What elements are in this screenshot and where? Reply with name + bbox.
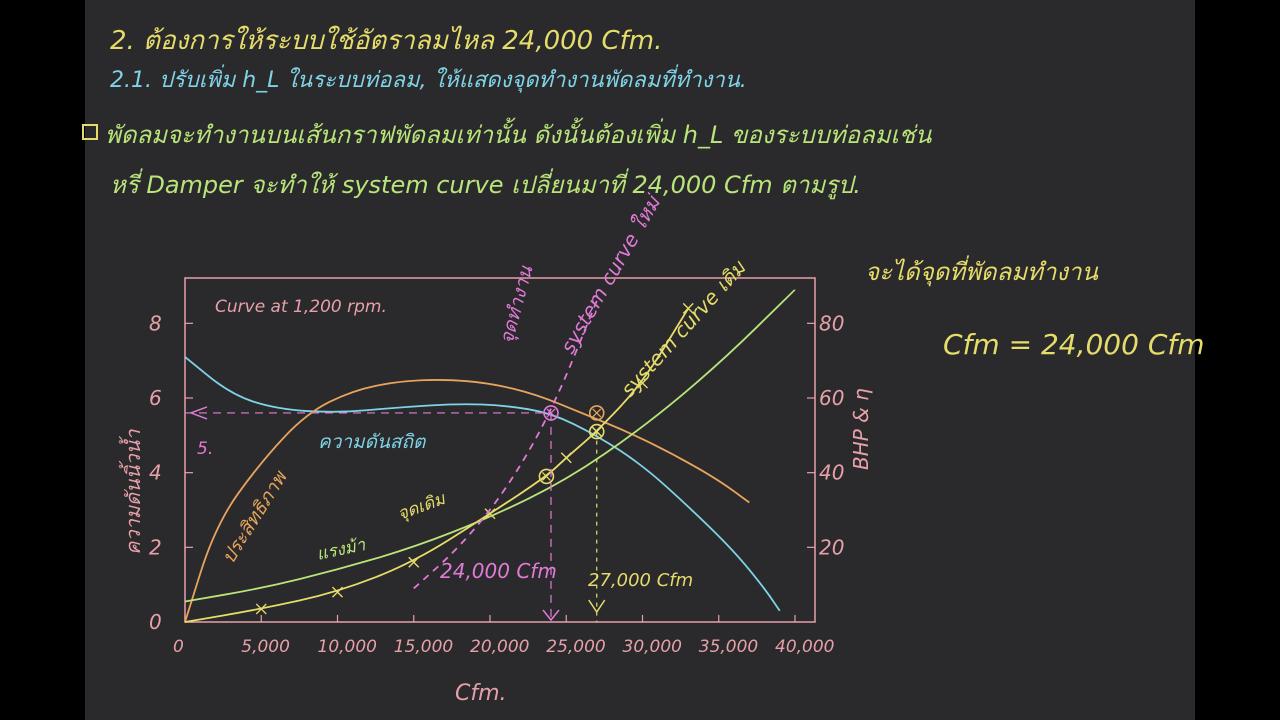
x-tick-label: 10,000 (318, 637, 377, 657)
x-tick-label: 20,000 (470, 637, 529, 657)
series-line-5 (413, 300, 598, 590)
x-tick-label: 0 (173, 637, 184, 657)
x-tick-label: 35,000 (699, 637, 758, 657)
y-right-tick-label: 60 (819, 386, 844, 410)
annotation-27000: 27,000 Cfm (588, 570, 693, 591)
system-curve-marker (484, 508, 496, 520)
annotation-old-system: system curve เดิม (616, 255, 752, 402)
annotation-static-pressure: ความดันสถิต (318, 431, 427, 453)
x-tick-label: 15,000 (394, 637, 453, 657)
note-line-4: หรี่ Damper จะทำให้ system curve เปลี่ยน… (110, 171, 861, 199)
blackboard (85, 0, 1195, 720)
annotation-bhp: แรงม้า (315, 535, 368, 565)
pressure-arrow-icon (188, 406, 208, 420)
cfm-equation: Cfm = 24,000 Cfm (943, 328, 1205, 361)
series-line-1 (184, 356, 781, 612)
y-right-tick-label: 40 (819, 461, 844, 485)
annotation-operating-point: จุดทำงาน (496, 263, 538, 347)
checkbox-icon (82, 124, 98, 140)
system-curve-marker (682, 302, 694, 314)
chart-title: Curve at 1,200 rpm. (215, 297, 387, 317)
system-curve-marker (560, 452, 572, 464)
y-left-tick-label: 4 (149, 461, 162, 485)
y-left-tick-label: 6 (149, 386, 162, 410)
note-line-3: พัดลมจะทำงานบนเส้นกราฟพัดลมเท่านั้น ดังน… (105, 121, 932, 149)
y-left-axis-label: ความดันนิ้วน้ำ (118, 429, 145, 555)
system-curve-marker (332, 586, 343, 598)
old-curve-24000 (538, 468, 555, 485)
old-flow-arrow-icon (588, 599, 606, 614)
series-line-2 (184, 379, 750, 623)
system-curve-marker (637, 377, 648, 389)
system-curve-marker (255, 603, 267, 615)
y-left-tick-label: 0 (149, 610, 162, 634)
annotation-five: 5. (197, 439, 213, 459)
system-curve-marker (408, 556, 420, 568)
y-right-tick-label: 80 (819, 311, 844, 335)
old-curve-24000-cross (542, 471, 551, 481)
flow-arrow-icon (542, 609, 560, 622)
y-left-tick-label: 8 (149, 311, 162, 335)
annotation-old-point: จุดเดิม (395, 489, 449, 525)
y-left-tick-label: 2 (149, 535, 162, 559)
note-line-2: 2.1. ปรับเพิ่ม h_L ในระบบท่อลม, ให้แสดงจ… (110, 68, 747, 93)
x-tick-label: 40,000 (775, 637, 834, 657)
plot-frame (184, 277, 816, 623)
note-line-1: 2. ต้องการให้ระบบใช้อัตราลมไหล 24,000 Cf… (110, 26, 663, 56)
series-line-3 (184, 289, 796, 603)
series-line-4 (184, 307, 690, 623)
x-tick-label: 25,000 (546, 637, 605, 657)
old-operating-point (588, 423, 605, 440)
efficiency-marker (588, 405, 605, 421)
x-tick-label: 5,000 (241, 637, 290, 657)
y-right-axis-label: BHP & η (849, 388, 873, 470)
x-axis-label: Cfm. (455, 681, 507, 706)
x-tick-label: 30,000 (623, 637, 682, 657)
annotation-new-system: system curve ใหม่ (556, 189, 667, 357)
annotation-efficiency: ประสิทธิภาพ (218, 467, 293, 568)
y-right-tick-label: 20 (819, 535, 844, 559)
annotation-24000: 24,000 Cfm (440, 559, 557, 583)
efficiency-marker-cross (592, 408, 602, 418)
operating-point-note: จะได้จุดที่พัดลมทำงาน (865, 258, 1098, 286)
